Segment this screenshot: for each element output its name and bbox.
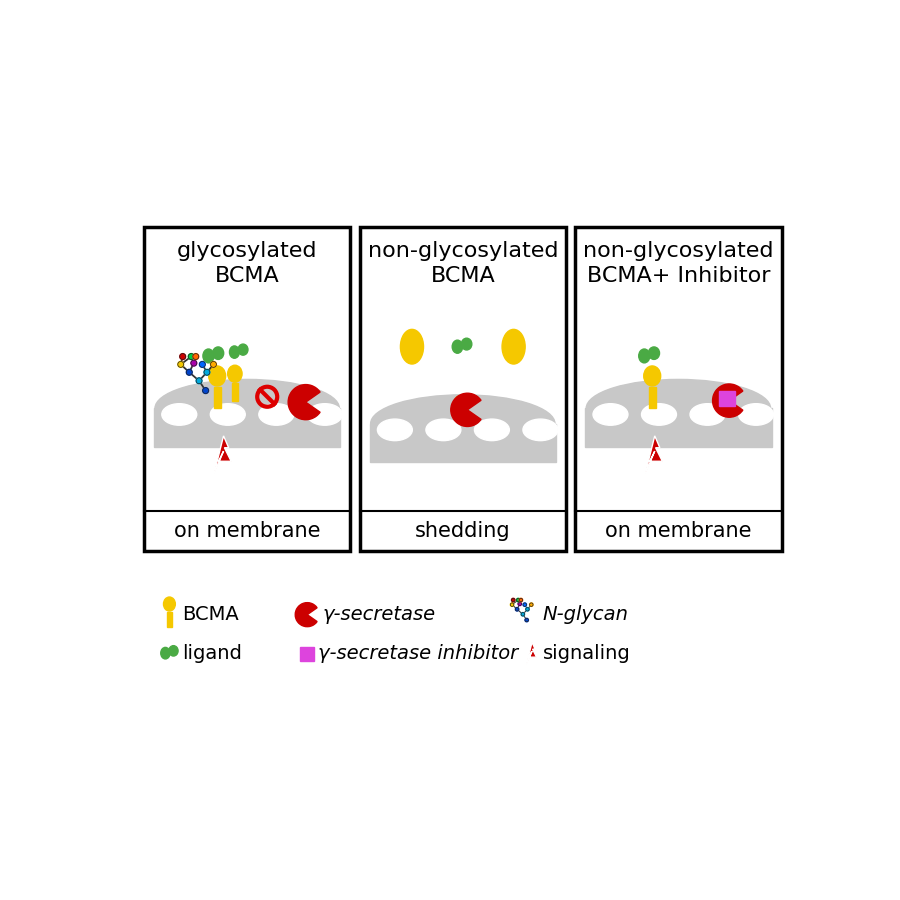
Ellipse shape xyxy=(377,419,412,441)
Ellipse shape xyxy=(639,349,650,363)
Ellipse shape xyxy=(161,647,170,659)
Bar xyxy=(360,228,566,551)
Ellipse shape xyxy=(230,346,239,358)
Circle shape xyxy=(178,362,184,367)
Ellipse shape xyxy=(586,380,770,437)
Text: N‑glycan: N‑glycan xyxy=(542,605,628,625)
Wedge shape xyxy=(451,393,481,427)
Ellipse shape xyxy=(202,349,214,363)
Bar xyxy=(232,382,238,401)
Ellipse shape xyxy=(307,404,342,425)
Text: γ-secretase: γ-secretase xyxy=(322,605,436,625)
Text: glycosylated
BCMA: glycosylated BCMA xyxy=(177,241,318,286)
Text: non-glycosylated
BCMA: non-glycosylated BCMA xyxy=(367,241,558,286)
Wedge shape xyxy=(295,603,317,626)
Text: γ-secretase inhibitor: γ-secretase inhibitor xyxy=(318,644,518,662)
Bar xyxy=(213,387,220,409)
Bar xyxy=(370,424,556,463)
Bar xyxy=(301,647,314,661)
Ellipse shape xyxy=(593,404,628,425)
Ellipse shape xyxy=(238,344,248,356)
Text: signaling: signaling xyxy=(543,644,631,662)
Ellipse shape xyxy=(642,404,677,425)
Ellipse shape xyxy=(644,366,661,386)
Text: ligand: ligand xyxy=(182,644,241,662)
Circle shape xyxy=(196,378,202,383)
Circle shape xyxy=(517,598,520,602)
Ellipse shape xyxy=(164,597,176,611)
Bar xyxy=(167,612,172,626)
Text: on membrane: on membrane xyxy=(605,521,752,541)
Ellipse shape xyxy=(426,419,461,441)
Ellipse shape xyxy=(452,340,463,353)
Ellipse shape xyxy=(400,329,424,364)
Text: shedding: shedding xyxy=(415,521,510,541)
Ellipse shape xyxy=(371,395,555,453)
Polygon shape xyxy=(214,436,231,473)
Polygon shape xyxy=(645,436,662,473)
Circle shape xyxy=(200,362,205,367)
Circle shape xyxy=(519,598,523,602)
Circle shape xyxy=(180,354,185,359)
Wedge shape xyxy=(713,384,742,418)
Ellipse shape xyxy=(228,365,242,382)
Ellipse shape xyxy=(162,404,197,425)
Bar xyxy=(719,391,734,406)
Bar xyxy=(585,409,771,446)
Circle shape xyxy=(521,613,525,616)
Circle shape xyxy=(523,603,526,607)
Circle shape xyxy=(529,603,533,607)
Circle shape xyxy=(202,388,209,393)
Circle shape xyxy=(186,369,193,375)
Ellipse shape xyxy=(739,404,773,425)
Ellipse shape xyxy=(690,404,725,425)
Text: BCMA: BCMA xyxy=(182,605,238,625)
Circle shape xyxy=(193,354,199,359)
Circle shape xyxy=(188,354,194,359)
Circle shape xyxy=(516,608,518,611)
Ellipse shape xyxy=(474,419,509,441)
Bar xyxy=(457,409,462,421)
Ellipse shape xyxy=(259,404,293,425)
Circle shape xyxy=(511,598,515,602)
Ellipse shape xyxy=(169,645,178,656)
Circle shape xyxy=(191,360,197,366)
Circle shape xyxy=(211,362,216,367)
Bar xyxy=(649,387,656,409)
Polygon shape xyxy=(526,642,536,664)
Ellipse shape xyxy=(209,366,226,386)
Ellipse shape xyxy=(523,419,558,441)
Ellipse shape xyxy=(212,346,224,359)
Wedge shape xyxy=(288,384,320,419)
Bar xyxy=(154,409,340,446)
Bar xyxy=(575,228,781,551)
Ellipse shape xyxy=(502,329,526,364)
Ellipse shape xyxy=(211,404,245,425)
Circle shape xyxy=(525,618,528,622)
Bar xyxy=(144,228,350,551)
Ellipse shape xyxy=(648,346,660,359)
Ellipse shape xyxy=(462,338,472,350)
Circle shape xyxy=(510,603,514,607)
Text: on membrane: on membrane xyxy=(174,521,320,541)
Text: non-glycosylated
BCMA+ Inhibitor: non-glycosylated BCMA+ Inhibitor xyxy=(583,241,774,286)
Ellipse shape xyxy=(155,380,339,437)
Circle shape xyxy=(204,369,210,375)
Ellipse shape xyxy=(454,396,464,408)
Circle shape xyxy=(518,602,521,606)
Circle shape xyxy=(526,608,529,611)
